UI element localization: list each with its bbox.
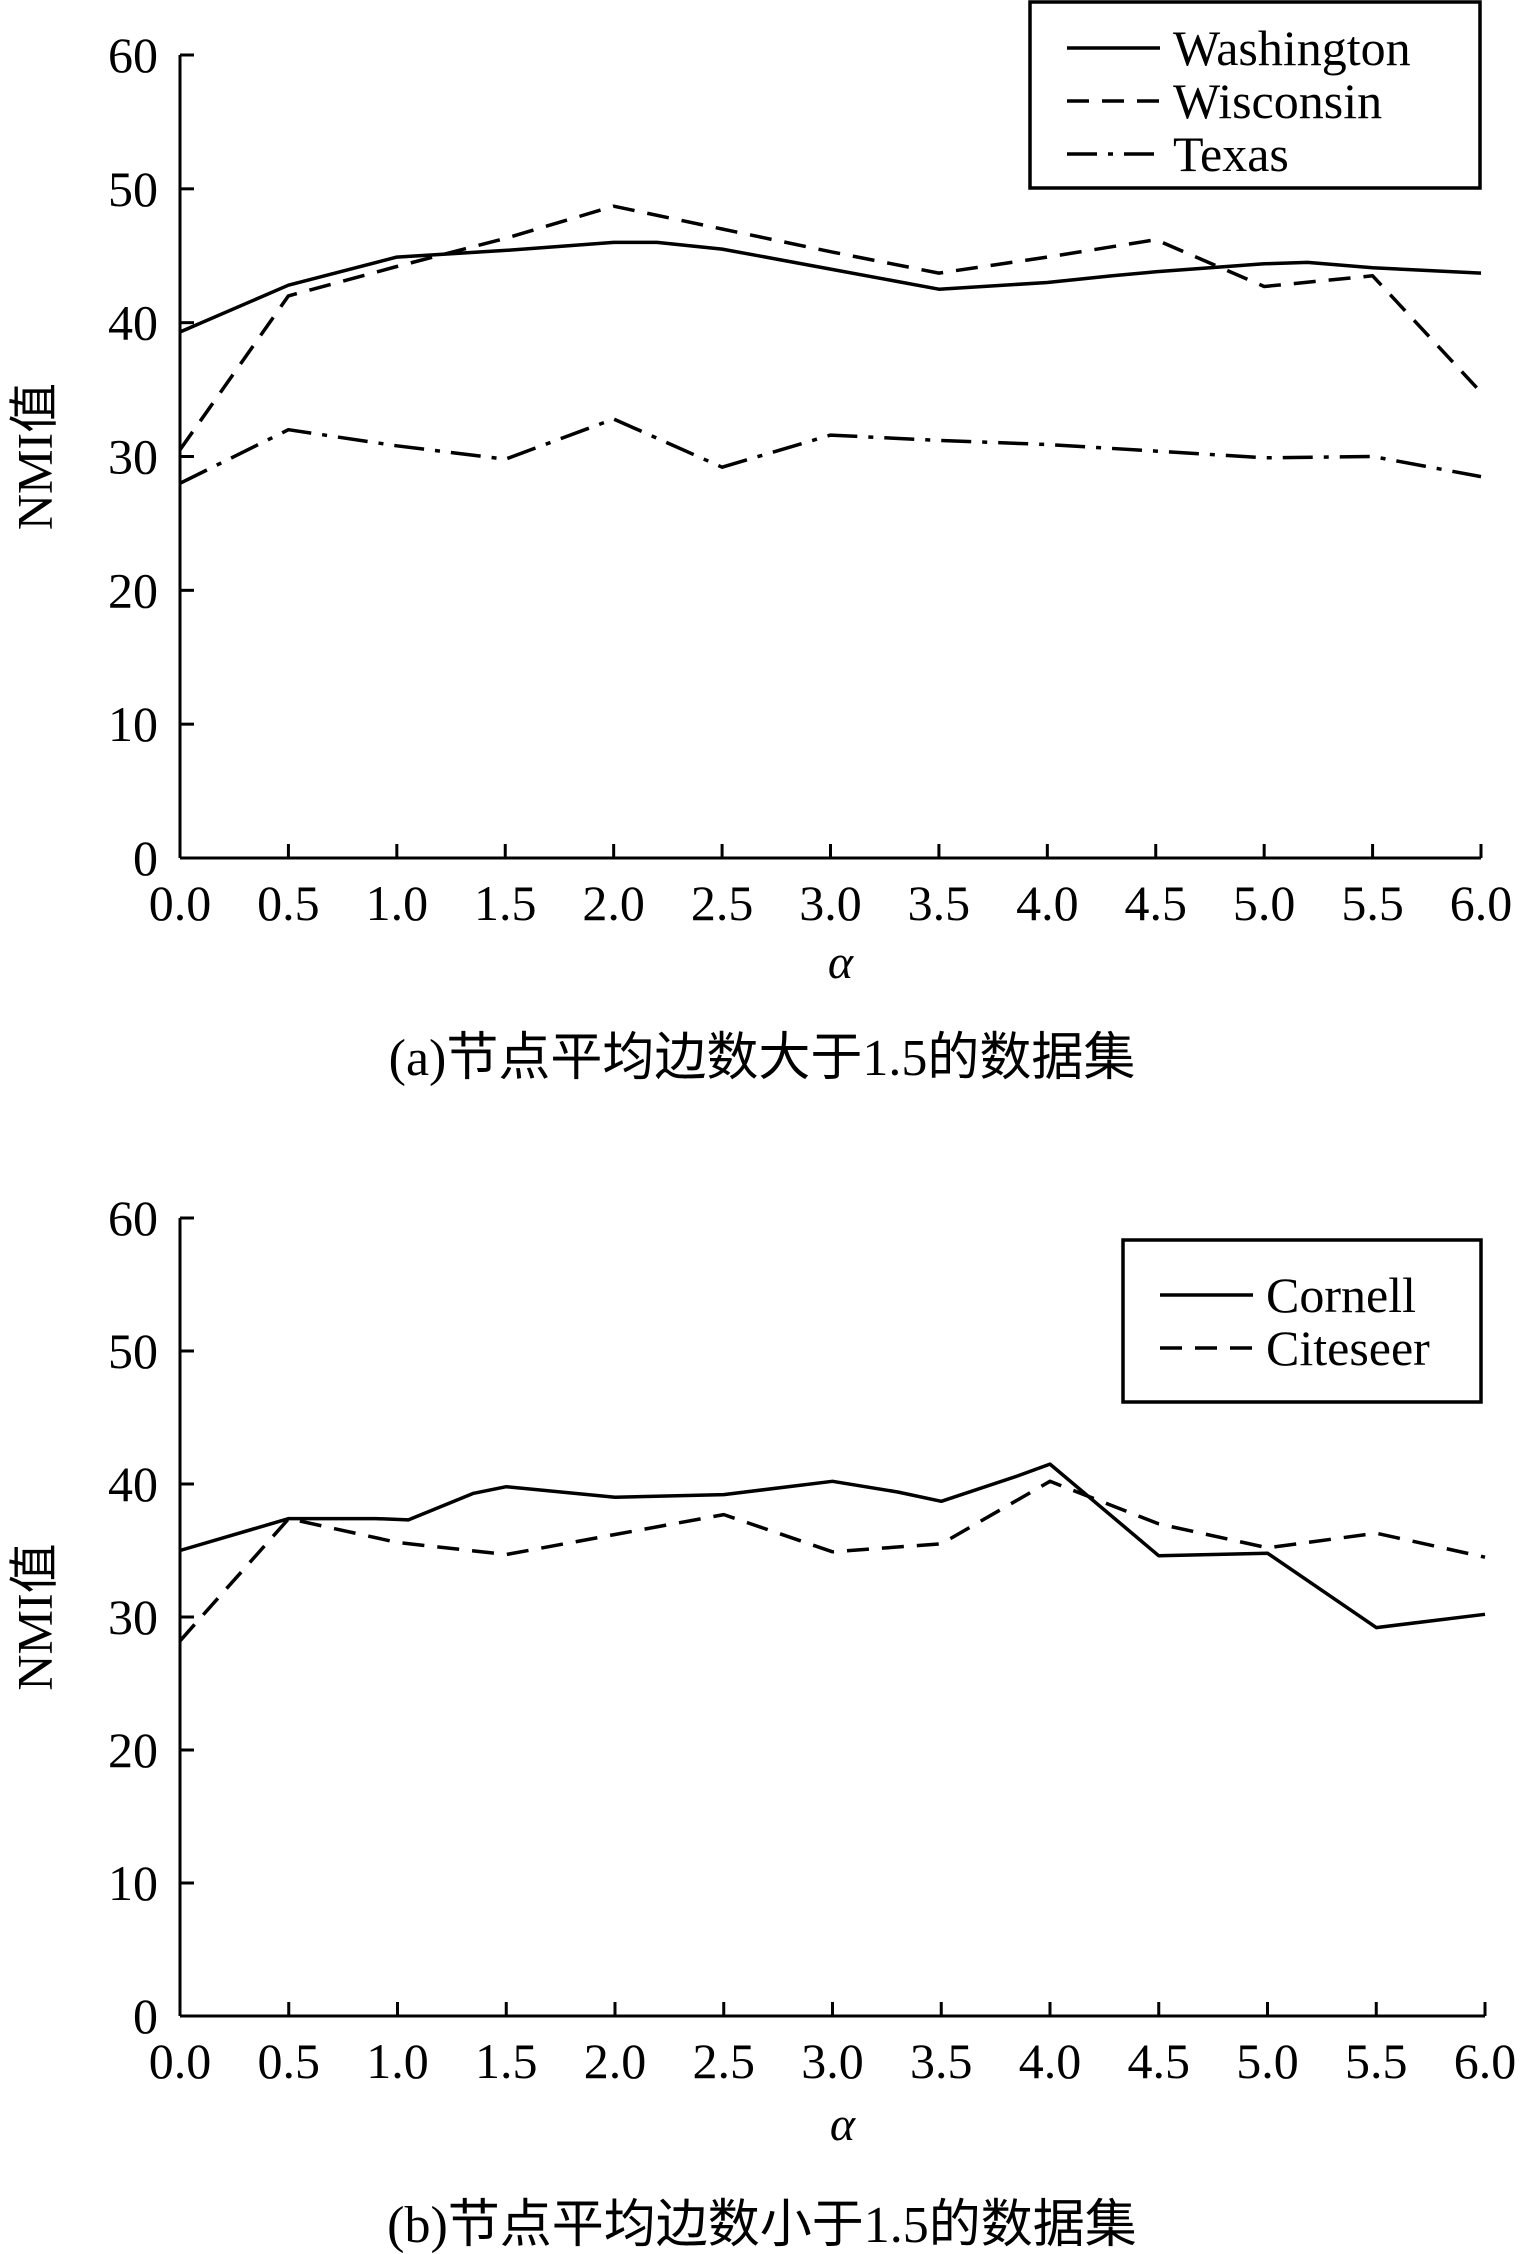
y-tick-label: 60 [108, 1190, 158, 1246]
x-tick-label: 1.5 [475, 2033, 538, 2089]
x-tick-label: 3.0 [799, 875, 862, 931]
x-tick-label: 1.5 [474, 875, 537, 931]
legend-box [1028, 0, 1482, 190]
legend-label-citeseer: Citeseer [1266, 1320, 1430, 1376]
series-line-cornell [179, 1462, 1486, 1630]
x-tick-label: 1.0 [366, 2033, 429, 2089]
x-tick-label: 3.5 [910, 2033, 973, 2089]
x-tick-label: 3.5 [908, 875, 971, 931]
x-tick-label: 0.0 [149, 2033, 212, 2089]
y-tick-label: 20 [108, 1722, 158, 1778]
y-tick-label: 50 [108, 1323, 158, 1379]
chart-a: 0 10 20 30 40 50 60 0.0 0.5 1.0 1.5 2.0 2.5 3.0 3.5 4.0… [6, 0, 1513, 1087]
x-tick-label: 2.5 [691, 875, 754, 931]
x-tick-label: 5.5 [1341, 875, 1404, 931]
x-tick-label: 0.5 [258, 2033, 321, 2089]
x-tick-label: 6.0 [1450, 875, 1513, 931]
x-tick-label: 4.0 [1019, 2033, 1082, 2089]
y-tick-label: 60 [108, 27, 158, 83]
chart-caption: (a)节点平均边数大于1.5的数据集 [389, 1030, 1136, 1087]
series-line-wisconsin [178, 204, 1483, 451]
chart-caption: (b)节点平均边数小于1.5的数据集 [387, 2197, 1137, 2254]
legend-label-washington: Washington [1173, 20, 1411, 76]
legend-label-wisconsin: Wisconsin [1173, 73, 1382, 129]
legend-label-texas: Texas [1173, 126, 1289, 182]
x-tick-label: 2.0 [582, 875, 645, 931]
x-tick-label: 0.5 [257, 875, 320, 931]
x-tick-label: 2.0 [584, 2033, 647, 2089]
x-axis-label: α [828, 936, 854, 989]
x-tick-label: 5.5 [1345, 2033, 1408, 2089]
x-tick-label: 2.5 [693, 2033, 756, 2089]
y-tick-label: 10 [108, 1855, 158, 1911]
series-line-citeseer [178, 1479, 1486, 1643]
y-tick-label: 10 [108, 696, 158, 752]
y-tick-label: 0 [133, 830, 158, 886]
x-tick-label: 5.0 [1236, 2033, 1299, 2089]
x-tick-label: 4.5 [1125, 875, 1188, 931]
y-tick-label: 0 [133, 1988, 158, 2044]
y-tick-label: 40 [108, 295, 158, 351]
y-tick-label: 40 [108, 1456, 158, 1512]
x-tick-label: 0.0 [149, 875, 212, 931]
y-tick-label: 30 [108, 1589, 158, 1645]
y-axis-label: NMI值 [6, 1543, 62, 1690]
legend-box [1121, 1238, 1483, 1404]
x-tick-label: 4.5 [1128, 2033, 1191, 2089]
x-tick-label: 1.0 [366, 875, 429, 931]
y-tick-label: 50 [108, 161, 158, 217]
y-tick-label: 20 [108, 562, 158, 618]
x-tick-label: 5.0 [1233, 875, 1296, 931]
x-tick-label: 3.0 [801, 2033, 864, 2089]
x-tick-label: 4.0 [1016, 875, 1079, 931]
series-line-texas [179, 417, 1482, 485]
y-axis-label: NMI值 [6, 383, 62, 530]
series-line-washington [179, 240, 1482, 334]
x-tick-label: 6.0 [1454, 2033, 1517, 2089]
x-axis-label: α [830, 2098, 856, 2151]
chart-b: 0 10 20 30 40 50 60 0.0 0.5 1.0 1.5 2.0 2.5 3.0 3.5 4.0… [6, 1190, 1516, 2254]
legend-label-cornell: Cornell [1266, 1267, 1416, 1323]
y-tick-label: 30 [108, 429, 158, 485]
